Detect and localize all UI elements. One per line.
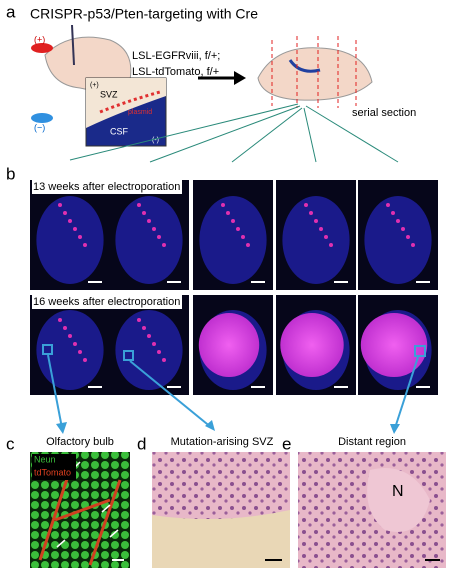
signal [386, 203, 390, 207]
connector-lines [69, 103, 399, 163]
electrode-minus [31, 113, 53, 123]
signal [396, 219, 400, 223]
signal [231, 219, 235, 223]
signal [157, 350, 161, 354]
inset-label: CSF [110, 126, 129, 136]
panel-title: Olfactory bulb [46, 436, 114, 448]
ventricle [288, 59, 321, 73]
panel-label: b [6, 164, 15, 183]
signal [226, 211, 230, 215]
annotation: N [392, 483, 404, 500]
signal [83, 358, 87, 362]
signal [58, 318, 62, 322]
panel-label: a [6, 2, 16, 21]
section-lines [271, 36, 357, 108]
signal [314, 219, 318, 223]
plasmid-dots [99, 90, 161, 114]
signal [63, 211, 67, 215]
electrode [71, 24, 75, 66]
signal [309, 211, 313, 215]
brain-sagittal [257, 47, 373, 101]
signal [162, 243, 166, 247]
signal [152, 342, 156, 346]
signal [241, 235, 245, 239]
panel-label: e [282, 434, 291, 453]
inset-label: plasmid [128, 109, 152, 116]
legend-entry: tdTomato [34, 467, 71, 477]
legend-entry: Neun [34, 454, 56, 464]
signal [411, 243, 415, 247]
signal [304, 203, 308, 207]
arrow-heads [56, 420, 400, 434]
panel-title: CRISPR-p53/Pten-targeting with Cre [30, 6, 258, 22]
electrode-plus [31, 43, 53, 53]
necrosis [367, 468, 430, 532]
signal [137, 318, 141, 322]
row-title: 13 weeks after electroporation [33, 181, 180, 193]
zoom-arrows [42, 344, 426, 429]
signal [68, 219, 72, 223]
signal [78, 235, 82, 239]
signal [142, 211, 146, 215]
tumor [280, 313, 344, 377]
signal [391, 211, 395, 215]
genotype: LSL-tdTomato, f/+ [132, 66, 219, 78]
signal [319, 227, 323, 231]
signal [63, 326, 67, 330]
panel-label: d [137, 434, 146, 453]
signal [221, 203, 225, 207]
inset-label: (-) [152, 137, 159, 144]
title-bg [32, 294, 182, 309]
tumor [198, 313, 260, 377]
panel-title: Distant region [338, 436, 406, 448]
brain-section [115, 310, 183, 390]
signal [401, 227, 405, 231]
signal [157, 235, 161, 239]
brain-section [282, 196, 350, 284]
signal [78, 350, 82, 354]
inset-tissue [86, 78, 166, 128]
tumor [360, 313, 428, 377]
signal [58, 203, 62, 207]
arrow-head [234, 71, 246, 85]
signal [142, 326, 146, 330]
genotype: LSL-EGFRviii, f/+; [132, 50, 220, 62]
legend-bg [32, 454, 76, 480]
signal [147, 334, 151, 338]
signal [73, 227, 77, 231]
brain-section [115, 196, 183, 284]
row-title: 16 weeks after electroporation [33, 296, 180, 308]
signal [406, 235, 410, 239]
signal [236, 227, 240, 231]
fibers [38, 469, 122, 566]
electrode-label: (−) [34, 122, 45, 132]
signal [147, 219, 151, 223]
brain-section [364, 196, 432, 284]
panel-label: c [6, 434, 15, 453]
brain-section [36, 310, 104, 390]
signal [68, 334, 72, 338]
inset-label: SVZ [100, 89, 118, 99]
inset-label: (+) [90, 82, 99, 89]
signal [83, 243, 87, 247]
signal [152, 227, 156, 231]
signal [246, 243, 250, 247]
tissue [152, 452, 290, 519]
signal [324, 235, 328, 239]
section-images [30, 180, 438, 395]
signal [73, 342, 77, 346]
panel-title: Mutation-arising SVZ [171, 436, 274, 448]
signal [137, 203, 141, 207]
brain-section [199, 196, 267, 284]
electrode-label: (+) [34, 34, 45, 44]
signal [162, 358, 166, 362]
annotation: serial section [352, 107, 416, 119]
signal [329, 243, 333, 247]
title-bg [32, 179, 182, 194]
brain-section [36, 196, 104, 284]
